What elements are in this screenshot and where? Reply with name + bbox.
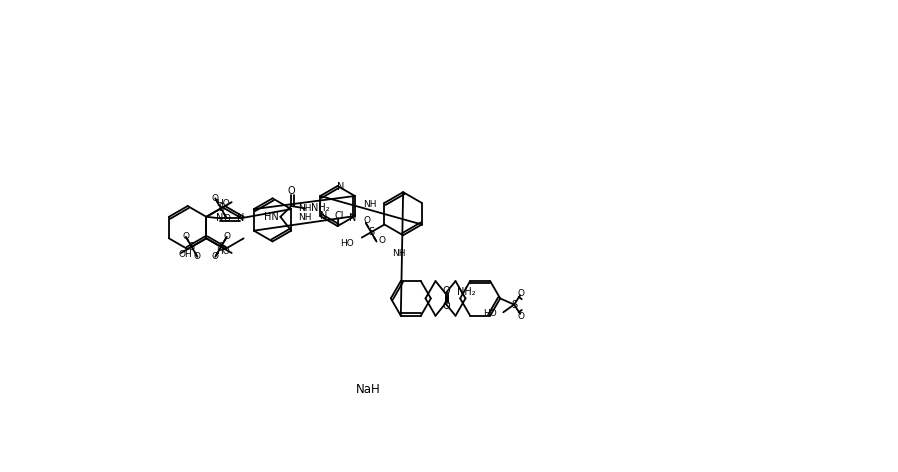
- Text: Cl: Cl: [334, 211, 344, 221]
- Text: N: N: [349, 212, 357, 223]
- Text: O: O: [378, 236, 385, 244]
- Text: N: N: [236, 212, 244, 223]
- Text: S: S: [511, 300, 517, 310]
- Text: O: O: [287, 185, 295, 195]
- Text: HO: HO: [216, 247, 230, 256]
- Text: NH₂: NH₂: [312, 203, 330, 213]
- Text: O: O: [212, 253, 219, 261]
- Text: O: O: [517, 288, 524, 297]
- Text: S: S: [218, 242, 224, 252]
- Text: S: S: [218, 203, 224, 213]
- Text: NH: NH: [363, 200, 376, 210]
- Text: O: O: [443, 286, 450, 296]
- Text: HN: HN: [264, 212, 279, 222]
- Text: NH: NH: [392, 250, 406, 259]
- Text: S: S: [368, 227, 374, 237]
- Text: HO: HO: [483, 309, 497, 318]
- Text: O: O: [212, 194, 219, 203]
- Text: O: O: [517, 312, 524, 320]
- Text: O: O: [224, 214, 230, 223]
- Text: NH: NH: [297, 213, 312, 222]
- Text: O: O: [224, 232, 230, 241]
- Text: O: O: [443, 301, 450, 311]
- Text: N: N: [216, 212, 224, 223]
- Text: O: O: [363, 216, 370, 225]
- Text: NH₂: NH₂: [457, 287, 476, 297]
- Text: HO: HO: [340, 239, 354, 248]
- Text: HO: HO: [216, 199, 230, 208]
- Text: OH: OH: [179, 250, 193, 259]
- Text: O: O: [182, 232, 189, 241]
- Text: S: S: [189, 242, 195, 252]
- Text: N: N: [320, 211, 327, 221]
- Text: N: N: [337, 182, 344, 192]
- Text: NH: NH: [297, 204, 312, 213]
- Text: O: O: [194, 253, 201, 261]
- Text: NaH: NaH: [357, 383, 381, 396]
